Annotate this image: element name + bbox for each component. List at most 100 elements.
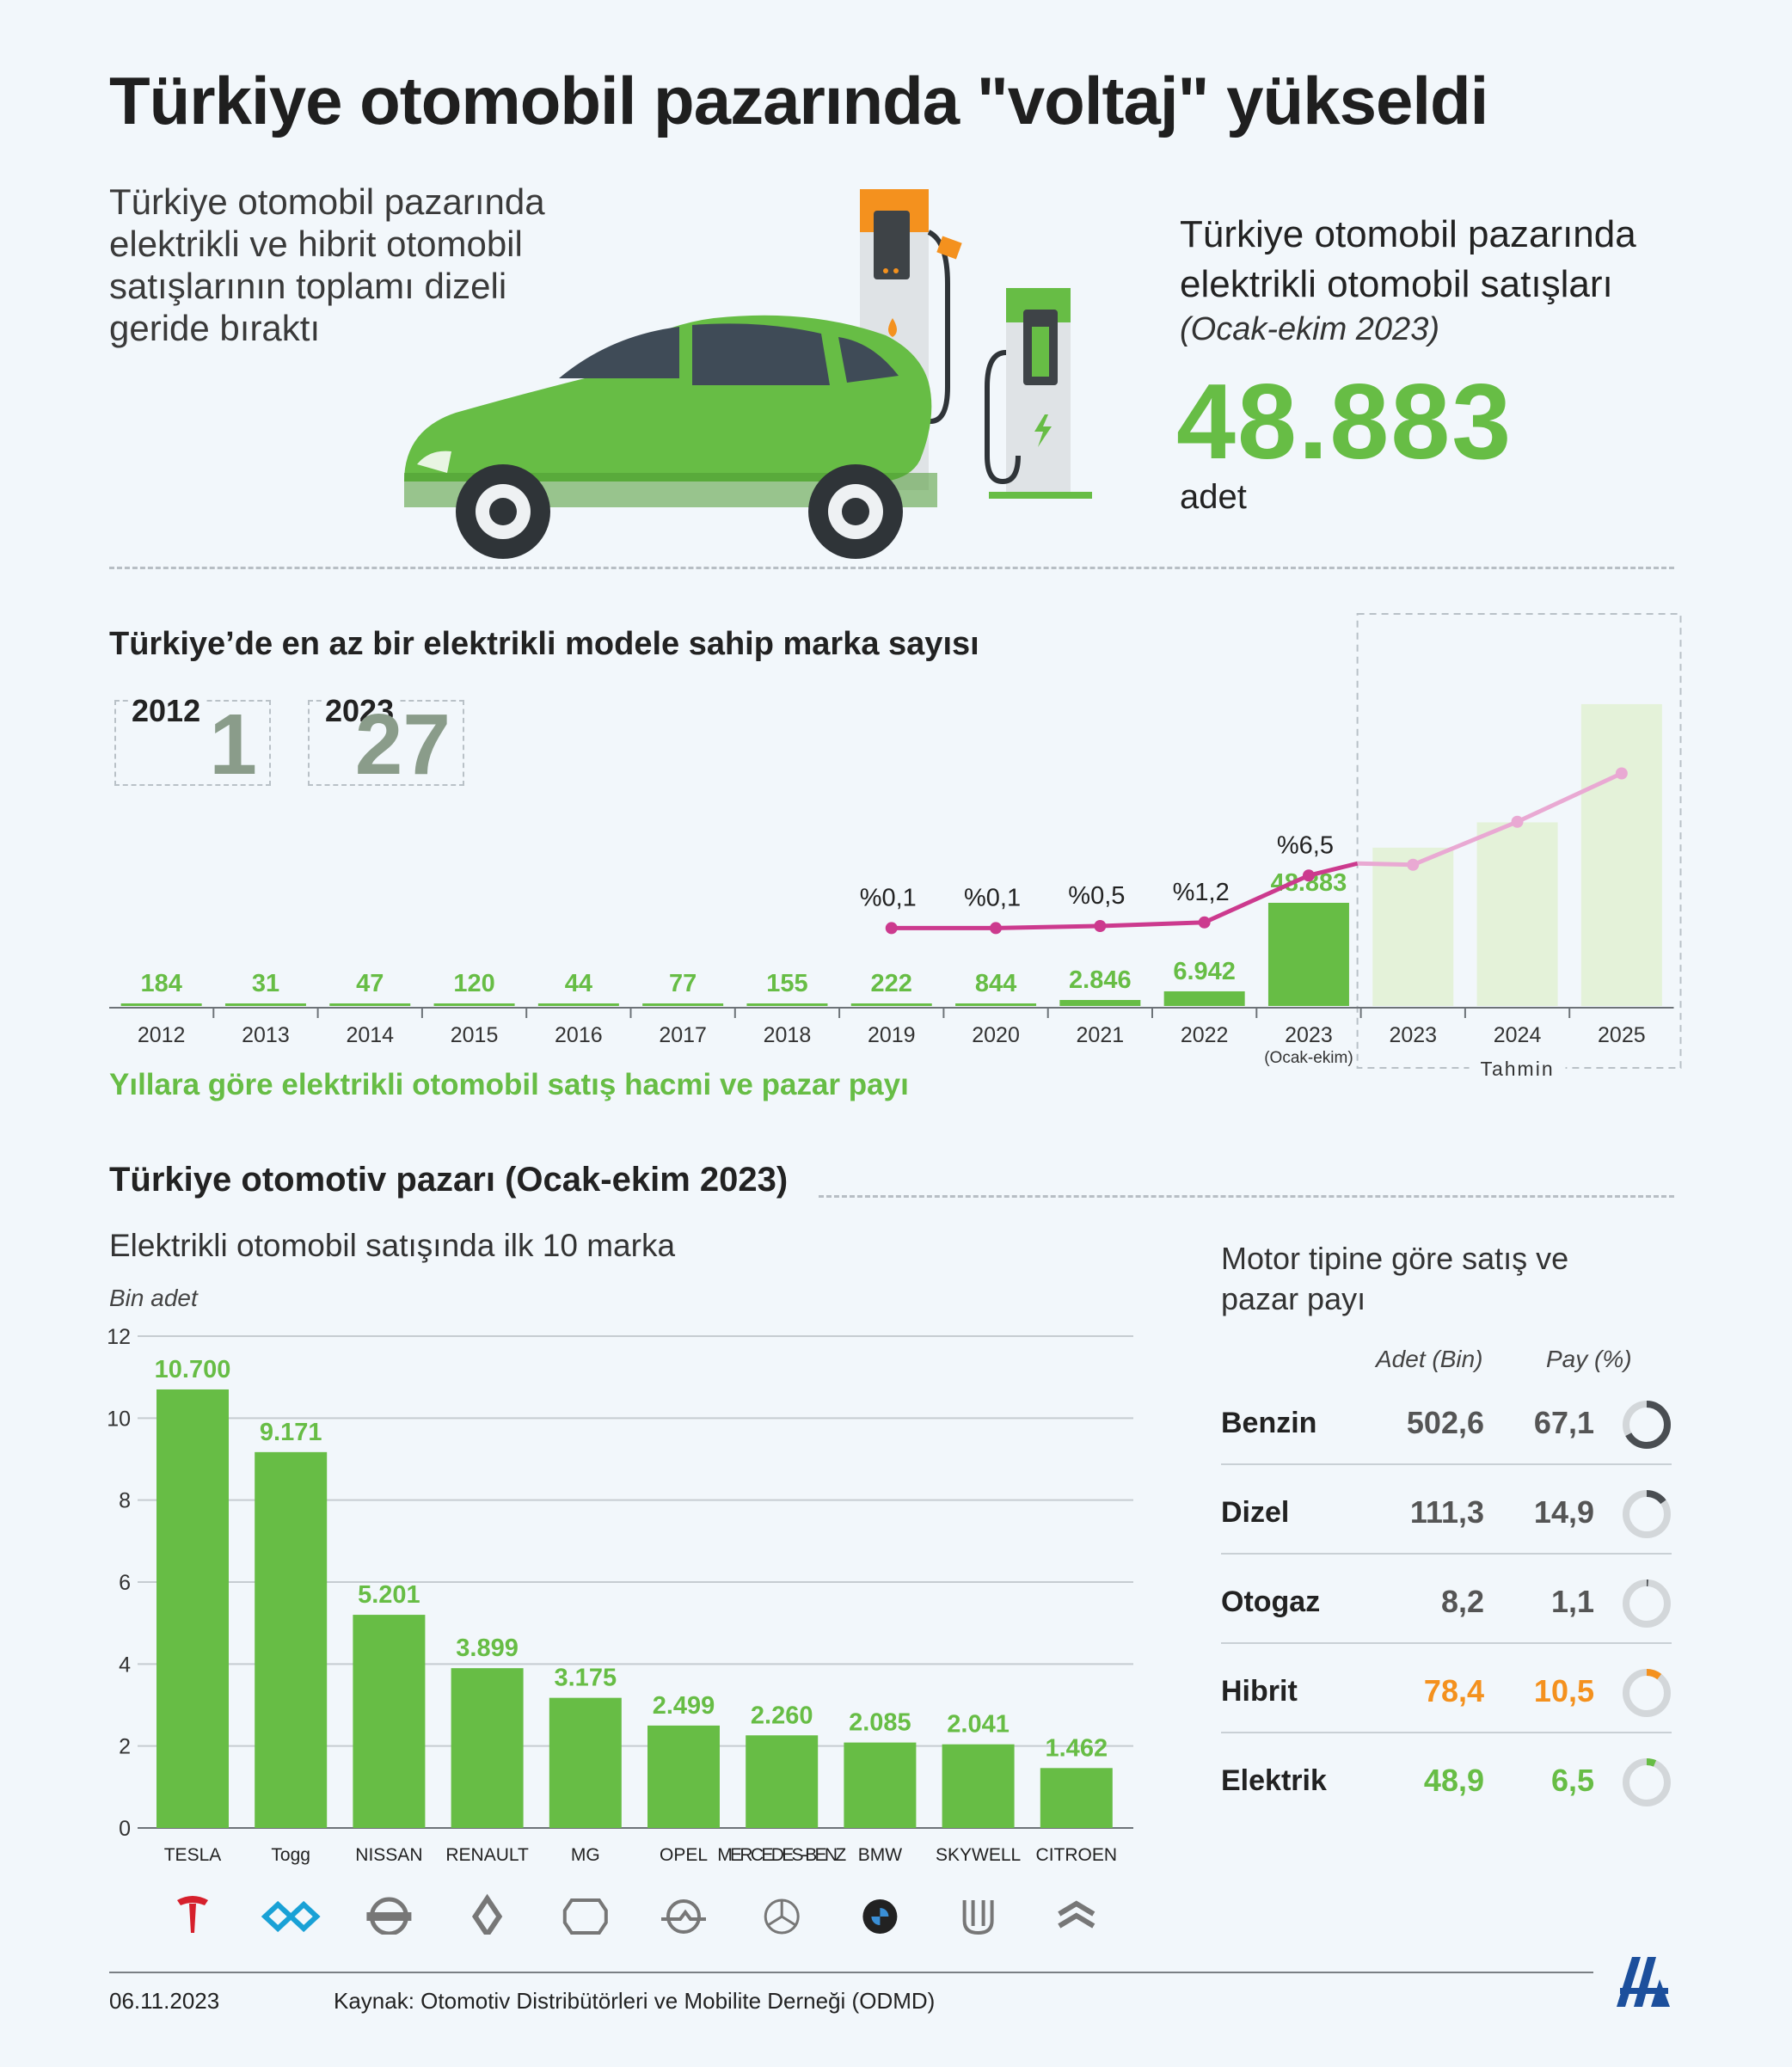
tesla-logo-icon — [177, 1896, 208, 1933]
charging-station-icon — [985, 288, 1092, 499]
market-share-point — [990, 922, 1003, 935]
bar — [1163, 991, 1245, 1006]
x-tick-label: TESLA — [164, 1845, 222, 1865]
forecast-bar — [1372, 847, 1454, 1006]
market-share-forecast-point — [1511, 815, 1524, 828]
motor-type-count: 502,6 — [1406, 1405, 1484, 1440]
x-tick-label: Togg — [271, 1845, 310, 1865]
motor-table-row: Hibrit 78,4 10,5 — [1221, 1644, 1672, 1733]
bar-value-label: 31 — [252, 970, 279, 997]
motor-table-col-share: Pay (%) — [1546, 1346, 1632, 1372]
bar-value-label: 6.942 — [1173, 958, 1236, 985]
motor-table-row: Elektrik 48,9 6,5 — [1221, 1733, 1672, 1823]
x-tick-label: 2022 — [1181, 1023, 1229, 1047]
x-tick-label: 2020 — [972, 1023, 1020, 1047]
bar-value-label: 155 — [766, 970, 807, 997]
bar — [120, 1003, 202, 1006]
y-tick-label: 6 — [119, 1571, 131, 1595]
y-tick-label: 10 — [107, 1407, 131, 1431]
x-tick-label: 2025 — [1598, 1023, 1646, 1047]
bar-value-label: 184 — [140, 970, 181, 997]
x-tick-label: MERCEDES-BENZ — [717, 1845, 846, 1865]
x-tick-label: MG — [571, 1845, 600, 1865]
motor-type-share: 1,1 — [1550, 1584, 1594, 1619]
market-share-forecast-point — [1615, 767, 1628, 780]
sales-volume-chart: 184 31 47 120 44 77 155 222 844 2.846 6.94248.8832… — [109, 613, 1682, 1080]
motor-table-row: Otogaz 8,2 1,1 — [1221, 1555, 1672, 1644]
bar-value-label: 44 — [565, 970, 592, 997]
x-tick-label: NISSAN — [355, 1845, 422, 1865]
share-donut-icon — [1623, 1758, 1671, 1806]
market-share-point — [885, 922, 898, 935]
bar — [329, 1003, 411, 1006]
x-tick-label: BMW — [858, 1845, 903, 1865]
mg-logo-icon — [562, 1898, 608, 1935]
row-divider — [1221, 1553, 1672, 1555]
electric-car-icon — [404, 315, 937, 559]
y-tick-label: 2 — [119, 1735, 131, 1759]
footer-divider — [109, 1972, 1593, 1973]
motor-type-name: Benzin — [1221, 1407, 1317, 1439]
motor-type-count: 8,2 — [1440, 1584, 1484, 1619]
footer-date: 06.11.2023 — [109, 1988, 220, 2014]
bar — [955, 1003, 1037, 1006]
share-donut-icon — [1623, 1401, 1671, 1449]
skywell-logo-icon — [962, 1900, 994, 1935]
y-axis-unit-label: Bin adet — [109, 1285, 198, 1311]
divider — [109, 567, 1674, 569]
sales-chart-subtitle: Yıllara göre elektrikli otomobil satış h… — [109, 1068, 909, 1101]
opel-logo-bolt — [661, 1909, 706, 1921]
ev-sales-period: (Ocak-ekim 2023) — [1180, 311, 1439, 347]
motor-type-share: 10,5 — [1533, 1673, 1594, 1708]
motor-type-name: Otogaz — [1221, 1586, 1321, 1618]
forecast-label: Tahmin — [1480, 1058, 1554, 1080]
x-tick-label: CITROEN — [1036, 1845, 1118, 1865]
x-tick-label: RENAULT — [445, 1845, 529, 1865]
ev-illustration — [404, 189, 1092, 559]
x-tick-sublabel: (Ocak-ekim) — [1264, 1049, 1353, 1067]
y-tick-label: 0 — [119, 1817, 131, 1841]
motor-type-share: 6,5 — [1550, 1763, 1594, 1798]
citroen-logo-icon — [1058, 1900, 1095, 1929]
motor-type-share: 67,1 — [1533, 1405, 1594, 1440]
x-tick-label: 2024 — [1494, 1023, 1542, 1047]
y-tick-label: 8 — [119, 1489, 131, 1513]
motor-type-count: 48,9 — [1423, 1763, 1484, 1798]
top10-brand-chart: 0 2 4 6 8 10 12 10.700 TESLA 9.171 Togg 5.201 NISSAN… — [107, 1325, 1133, 1935]
forecast-bar — [1476, 822, 1558, 1006]
page-title: Türkiye otomobil pazarında "voltaj" yüks… — [109, 63, 1488, 138]
market-share-point — [1198, 916, 1211, 929]
x-tick-label: 2012 — [138, 1023, 186, 1047]
ev-sales-title: Türkiye otomobil pazarında elektrikli ot… — [1180, 213, 1636, 305]
brand-count-value: 1 — [209, 696, 257, 793]
brand-count-box-2023: 2023 27 — [308, 693, 464, 793]
aa-logo-icon — [1617, 1957, 1670, 2007]
bar — [746, 1003, 828, 1006]
y-tick-label: 12 — [107, 1325, 131, 1349]
bar — [537, 1003, 619, 1006]
x-tick-label: 2017 — [659, 1023, 707, 1047]
market-share-point — [1302, 869, 1315, 882]
brand-count-box-2012: 2012 1 — [114, 693, 271, 793]
divider — [819, 1195, 1674, 1198]
motor-type-share: 14,9 — [1533, 1494, 1594, 1530]
motor-type-name: Hibrit — [1221, 1675, 1298, 1708]
nissan-logo-bar — [366, 1912, 412, 1921]
bar-value-label: 222 — [871, 970, 912, 997]
motor-table-row: Dizel 111,3 14,9 — [1221, 1465, 1672, 1555]
mercedes-logo-star — [767, 1900, 796, 1927]
share-donut-icon — [1623, 1669, 1671, 1717]
ev-sales-number: 48.883 — [1176, 363, 1513, 481]
bar — [156, 1389, 229, 1828]
x-tick-label: 2021 — [1077, 1023, 1125, 1047]
bar-value-label: 47 — [356, 970, 384, 997]
bar-value-label: 5.201 — [358, 1581, 420, 1609]
bar-value-label: 77 — [669, 970, 697, 997]
opel-logo-icon — [666, 1899, 701, 1934]
bar-value-label: 10.700 — [155, 1356, 231, 1383]
forecast-label-bg — [1469, 1056, 1566, 1078]
market-share-label: %0,5 — [1068, 882, 1125, 910]
x-tick-label: 2014 — [346, 1023, 394, 1047]
bar — [433, 1003, 515, 1006]
market-share-point — [1094, 920, 1107, 932]
